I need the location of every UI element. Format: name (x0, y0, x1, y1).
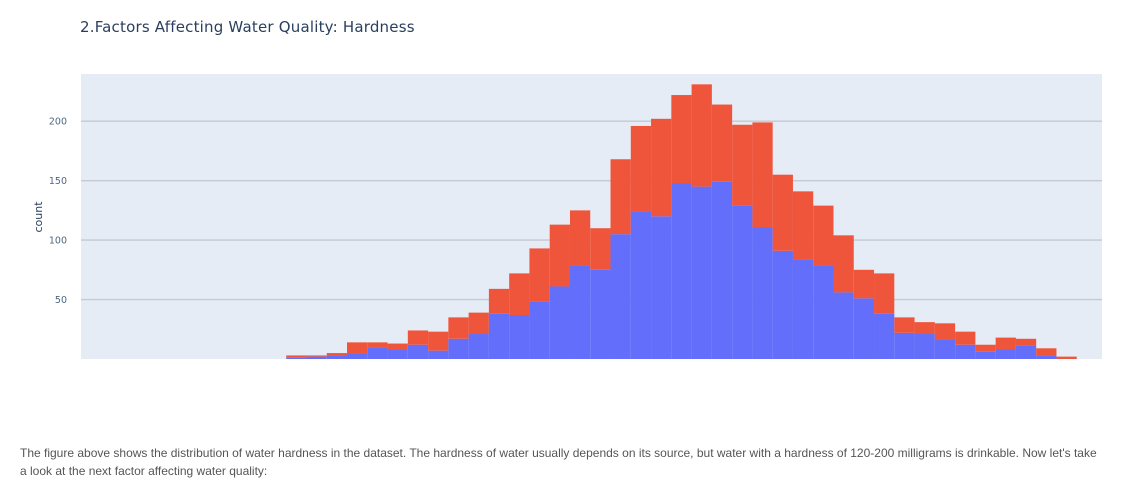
histogram-bar (853, 298, 875, 359)
bars (286, 84, 1077, 359)
histogram-bar (772, 250, 793, 359)
histogram-bar (813, 265, 834, 359)
histogram-bar (569, 210, 591, 266)
histogram-bar (894, 317, 915, 333)
caption-text: The figure above shows the distribution … (20, 446, 1097, 478)
histogram-bar (975, 351, 996, 359)
histogram-bar (549, 224, 570, 287)
histogram-bar (367, 347, 388, 359)
histogram-bar (955, 344, 976, 359)
histogram-bar (1036, 355, 1057, 359)
histogram-bar (387, 349, 408, 359)
histogram-bar (529, 301, 550, 359)
histogram-bar (874, 313, 895, 359)
histogram-bar (1015, 345, 1037, 359)
histogram-bar (407, 330, 429, 345)
y-tick-label: 150 (49, 176, 67, 187)
y-axis-ticks: 50 100 150 200 (49, 117, 67, 306)
histogram-bar (833, 235, 854, 293)
histogram-bar (468, 334, 489, 359)
histogram-bar (691, 186, 712, 359)
histogram-bar (792, 191, 814, 260)
histogram-bar (306, 356, 327, 359)
histogram-bar (347, 353, 368, 359)
histogram-bar (752, 122, 773, 228)
histogram-bar (549, 286, 570, 359)
histogram-bar (975, 344, 996, 352)
histogram-bar (286, 355, 307, 358)
histogram-bar (509, 273, 530, 316)
histogram-bar (691, 84, 712, 187)
histogram-bar (732, 205, 753, 359)
histogram-bar (853, 269, 875, 299)
histogram-bar (813, 205, 834, 266)
histogram-bar (1015, 338, 1037, 346)
histogram-bar (488, 288, 510, 314)
histogram-bar (428, 331, 449, 351)
histogram-bar (448, 338, 469, 359)
histogram-bar (995, 349, 1016, 359)
histogram-bar (651, 216, 672, 359)
y-axis-label: count (32, 201, 45, 233)
histogram-bar (630, 125, 652, 212)
histogram-chart: 50 100 150 200 count (32, 74, 1102, 359)
histogram-bar (833, 292, 854, 359)
histogram-bar (529, 248, 550, 302)
histogram-bar (610, 234, 631, 359)
histogram-bar (894, 332, 915, 359)
histogram-bar (732, 124, 753, 206)
histogram-bar (468, 312, 489, 335)
histogram-bar (711, 181, 733, 359)
histogram-bar (914, 334, 935, 359)
histogram-bar (590, 228, 611, 270)
histogram-bar (428, 350, 449, 359)
histogram-bar (509, 315, 530, 359)
histogram-bar (326, 355, 348, 359)
histogram-bar (367, 342, 388, 348)
histogram-bar (306, 355, 327, 357)
y-tick-label: 50 (55, 295, 67, 306)
histogram-bar (326, 353, 348, 356)
histogram-bar (488, 313, 510, 359)
histogram-bar (651, 118, 672, 217)
chart-title: 2.Factors Affecting Water Quality: Hardn… (80, 18, 415, 36)
histogram-bar (874, 273, 895, 314)
histogram-bar (711, 104, 733, 182)
histogram-bar (590, 269, 611, 359)
histogram-bar (752, 227, 773, 359)
histogram-bar (387, 343, 408, 350)
histogram-bar (569, 265, 591, 359)
histogram-bar (630, 211, 652, 359)
y-tick-label: 200 (49, 117, 67, 128)
histogram-bar (286, 357, 307, 359)
histogram-bar (1036, 348, 1057, 356)
histogram-bar (448, 317, 469, 339)
y-tick-label: 100 (49, 236, 67, 247)
histogram-bar (914, 322, 935, 335)
histogram-bar (934, 339, 956, 359)
histogram-bar (1056, 356, 1077, 359)
histogram-bar (407, 344, 429, 359)
histogram-bar (995, 337, 1016, 350)
histogram-bar (934, 323, 956, 340)
histogram-bar (792, 259, 814, 359)
histogram-bar (955, 331, 976, 345)
histogram-bar (347, 342, 368, 354)
histogram-bar (671, 95, 692, 184)
histogram-bar (671, 183, 692, 359)
histogram-bar (772, 174, 793, 251)
histogram-bar (610, 159, 631, 235)
